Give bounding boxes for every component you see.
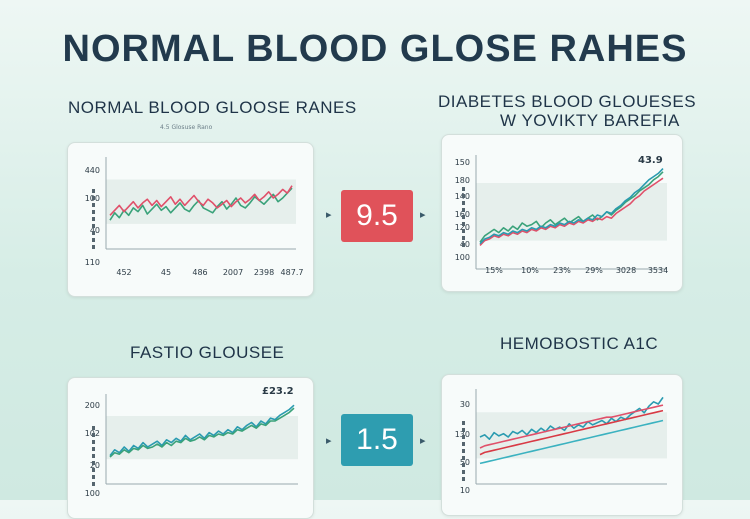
x-tick-label: 486 [192,268,207,277]
y-axis-label-mark [462,229,465,233]
series-line-teal [479,168,664,245]
arrow-right-icon: ▸ [326,208,332,221]
y-axis-label-mark [462,194,465,198]
y-axis-label-mark [462,187,465,191]
y-axis-label-mark [462,421,465,425]
y-axis-label-mark [462,236,465,240]
series-line-pink [479,177,664,246]
chart3-card: 20010220100£23.2 [67,377,314,519]
x-tick-label: 3534 [648,266,668,275]
chart2-card: 1501801401601204010015%10%23%29%30283534… [441,134,683,292]
y-axis-label-mark [92,203,95,207]
y-tick-label: 180 [455,176,470,185]
y-tick-label: 30 [460,400,470,409]
y-axis-label-mark [92,426,95,430]
x-tick-label: 487.7 [281,268,304,277]
arrow-right-icon: ▸ [420,208,426,221]
x-tick-label: 2398 [254,268,274,277]
page-title: NORMAL BLOOD GLOSE RAHES [62,28,688,70]
y-tick-label: 100 [85,489,100,498]
y-axis-label-mark [92,217,95,221]
y-axis-label-mark [92,461,95,465]
peak-label: 43.9 [638,155,663,166]
y-axis-label-mark [92,231,95,235]
y-axis-label-mark [462,449,465,453]
x-tick-label: 3028 [616,266,636,275]
chart2-plot: 1501801401601204010015%10%23%29%30283534… [455,155,668,275]
y-axis-label-mark [462,222,465,226]
series-line-green [109,407,295,458]
y-axis-label-mark [92,454,95,458]
y-axis-label-mark [92,196,95,200]
y-tick-label: 440 [85,166,100,175]
y-axis-label-mark [92,189,95,193]
chart4-title: HEMOBOSTIC A1C [500,334,659,353]
series-line-teal2 [479,419,664,465]
chart1-card: 440100401104524548620072398487.7 [67,142,314,297]
y-tick-label: 20 [90,461,100,470]
value-badge-teal: 1.5 [341,414,413,466]
series-line-pink [109,185,293,216]
y-axis-label-mark [462,435,465,439]
series-line-pink [479,404,664,449]
y-axis-label-mark [462,243,465,247]
y-axis-label-mark [92,475,95,479]
y-axis-label-mark [462,215,465,219]
plot-band [106,179,296,224]
y-tick-label: 120 [455,223,470,232]
y-tick-label: 110 [85,258,100,267]
x-tick-label: 23% [553,266,571,275]
chart3-title: FASTIO GLOUSEE [130,343,285,362]
plot-band [476,412,667,459]
y-axis-label-mark [462,477,465,481]
y-axis-label-mark [462,442,465,446]
chart1-title: NORMAL BLOOD GLOOSE RANES [68,98,357,117]
x-tick-label: 2007 [223,268,243,277]
y-tick-label: 100 [455,253,470,262]
y-axis-label-mark [462,470,465,474]
x-tick-label: 45 [161,268,171,277]
y-tick-label: 160 [455,210,470,219]
x-tick-label: 29% [585,266,603,275]
y-axis-label-mark [462,456,465,460]
value-badge-red: 9.5 [341,190,413,242]
series-line-red [479,409,664,456]
x-tick-label: 10% [521,266,539,275]
arrow-right-icon: ▸ [420,434,426,447]
y-tick-label: 130 [455,430,470,439]
y-axis-label-mark [462,208,465,212]
y-tick-label: 10 [460,486,470,495]
x-tick-label: 452 [116,268,131,277]
y-axis-label-mark [92,468,95,472]
chart2-subtitle: W YOVIKTY BAREFIA [500,111,680,130]
y-axis-label-mark [92,224,95,228]
chart1-subtitle: 4.5 Glosuse Rano [160,124,213,131]
chart3-plot: 20010220100£23.2 [85,386,298,498]
y-axis-label-mark [462,428,465,432]
y-axis-label-mark [92,447,95,451]
y-tick-label: 200 [85,401,100,410]
y-tick-label: 150 [455,158,470,167]
chart4-plot: 30 130 50 10 [455,389,667,495]
arrow-right-icon: ▸ [326,434,332,447]
y-axis-label-mark [462,201,465,205]
y-tick-label: 40 [90,226,100,235]
y-axis-label-mark [462,463,465,467]
y-axis-label-mark [92,482,95,486]
series-line-teal [109,404,295,457]
y-tick-label: 50 [460,458,470,467]
chart4-card: 30 130 50 10 [441,374,683,516]
y-axis-label-mark [92,238,95,242]
x-tick-label: 15% [485,266,503,275]
chart2-title: DIABETES BLOOD GLOUESES [438,92,697,111]
y-axis-label-mark [92,440,95,444]
y-axis-label-mark [92,245,95,249]
y-axis-label-mark [92,210,95,214]
peak-label: £23.2 [262,386,294,397]
chart1-plot: 440100401104524548620072398487.7 [85,157,304,277]
y-axis-label-mark [92,433,95,437]
